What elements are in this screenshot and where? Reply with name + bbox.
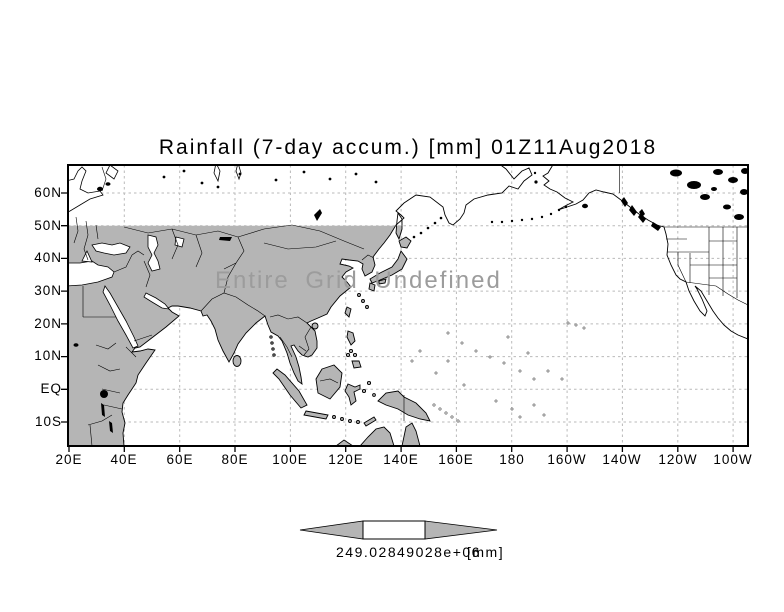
lat-tick-label: 20N [34, 316, 62, 331]
axis-ticks [61, 192, 734, 452]
lon-tick-label: 160E [438, 452, 474, 467]
lon-tick-label: 140W [602, 452, 642, 467]
lat-tick-label: 10N [34, 348, 62, 363]
lon-tick-label: 100E [272, 452, 308, 467]
lat-tick-label: 10S [34, 414, 62, 429]
lat-tick-label: 50N [34, 218, 62, 233]
lon-tick-label: 120E [328, 452, 364, 467]
sea-overlays [68, 165, 242, 349]
map-border [67, 164, 749, 447]
lon-tick-label: 100W [713, 452, 753, 467]
lon-tick-label: 20E [55, 452, 83, 467]
lon-tick-label: 180 [499, 452, 525, 467]
lon-tick-label: 60E [166, 452, 194, 467]
lat-tick-label: 40N [34, 250, 62, 265]
colorbar-left-arrow [299, 520, 364, 540]
colorbar-label-left: 249.028 [336, 544, 398, 560]
lat-tick-label: EQ [40, 381, 62, 396]
map-layers [68, 165, 748, 446]
land-gray-zone [68, 225, 543, 446]
lon-tick-label: 120W [658, 452, 698, 467]
state-borders [619, 165, 748, 306]
map-canvas [61, 164, 749, 452]
country-borders [73, 166, 405, 446]
colorbar-right-arrow [424, 520, 498, 540]
undefined-grid-message: Entire Grid Undefined [215, 267, 502, 294]
colorbar-box [362, 520, 426, 540]
map-frame: Entire Grid Undefined [61, 164, 749, 452]
colorbar-unit-label: [mm] [467, 544, 505, 560]
lon-tick-label: 40E [110, 452, 138, 467]
lon-tick-label: 160W [547, 452, 587, 467]
lon-tick-label: 140E [383, 452, 419, 467]
lakes [73, 168, 748, 433]
plot-title: Rainfall (7-day accum.) [mm] 01Z11Aug201… [158, 136, 658, 159]
pacific-islands [410, 321, 586, 423]
colorbar-label-right: 49028e+06 [397, 544, 481, 560]
colorbar [299, 520, 498, 540]
lat-tick-label: 60N [34, 185, 62, 200]
lon-tick-label: 80E [221, 452, 249, 467]
lat-tick-label: 30N [34, 283, 62, 298]
